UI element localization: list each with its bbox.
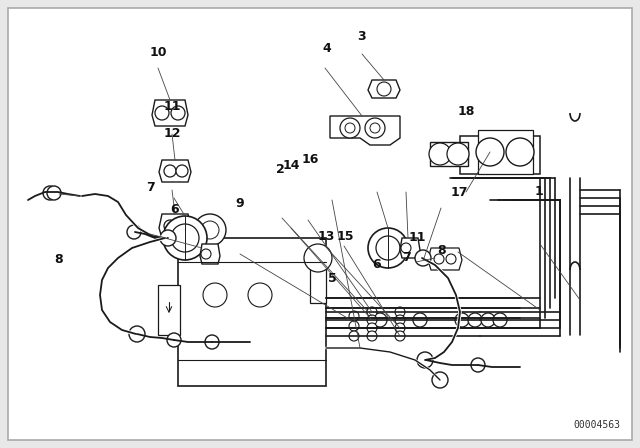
Circle shape (194, 214, 226, 246)
Circle shape (370, 123, 380, 133)
Circle shape (434, 254, 444, 264)
Circle shape (164, 165, 176, 177)
Circle shape (455, 313, 469, 327)
Polygon shape (368, 80, 400, 98)
Circle shape (176, 220, 188, 232)
Text: 6: 6 (170, 203, 179, 216)
Circle shape (205, 335, 219, 349)
Circle shape (129, 326, 145, 342)
Text: 15: 15 (337, 230, 355, 243)
Circle shape (201, 221, 219, 239)
Polygon shape (428, 248, 462, 270)
Bar (158, 285, 180, 335)
Bar (178, 238, 326, 386)
Circle shape (367, 307, 377, 317)
Circle shape (415, 250, 431, 266)
Text: 4: 4 (322, 42, 331, 55)
Circle shape (127, 225, 141, 239)
Circle shape (377, 82, 391, 96)
Circle shape (155, 106, 169, 120)
Circle shape (349, 331, 359, 341)
Circle shape (304, 244, 332, 272)
Circle shape (446, 254, 456, 264)
Circle shape (373, 313, 387, 327)
Polygon shape (159, 160, 191, 182)
Circle shape (417, 352, 433, 368)
Circle shape (365, 118, 385, 138)
Circle shape (368, 228, 408, 268)
Circle shape (340, 118, 360, 138)
Circle shape (367, 315, 377, 325)
Circle shape (176, 165, 188, 177)
Circle shape (248, 283, 272, 307)
Circle shape (349, 311, 359, 321)
Text: 9: 9 (236, 197, 244, 211)
Polygon shape (152, 100, 188, 126)
Circle shape (201, 249, 211, 259)
Text: 00004563: 00004563 (573, 420, 620, 430)
Bar (310, 268, 326, 303)
Text: 2: 2 (276, 163, 285, 176)
Circle shape (203, 283, 227, 307)
Circle shape (167, 333, 181, 347)
Circle shape (471, 358, 485, 372)
Circle shape (43, 186, 57, 200)
Polygon shape (330, 116, 400, 145)
Text: 10: 10 (150, 46, 168, 60)
Text: 8: 8 (437, 244, 446, 258)
Text: 11: 11 (164, 100, 182, 113)
Text: 11: 11 (408, 231, 426, 244)
Text: 14: 14 (282, 159, 300, 172)
Circle shape (160, 230, 176, 246)
Circle shape (468, 313, 482, 327)
Circle shape (429, 143, 451, 165)
Circle shape (164, 220, 176, 232)
Text: 12: 12 (164, 127, 182, 140)
Circle shape (163, 216, 207, 260)
Circle shape (349, 321, 359, 331)
Bar (460, 136, 540, 174)
Circle shape (395, 331, 405, 341)
Text: 1: 1 (534, 185, 543, 198)
Text: 5: 5 (328, 272, 337, 285)
Circle shape (171, 106, 185, 120)
Text: 7: 7 (402, 251, 411, 264)
Polygon shape (200, 244, 220, 264)
Text: 17: 17 (451, 186, 468, 199)
Circle shape (506, 138, 534, 166)
Circle shape (47, 186, 61, 200)
Polygon shape (159, 214, 191, 238)
Text: 13: 13 (317, 230, 335, 243)
Circle shape (476, 138, 504, 166)
Circle shape (493, 313, 507, 327)
Polygon shape (400, 238, 420, 258)
Text: 16: 16 (301, 152, 319, 166)
Circle shape (413, 313, 427, 327)
Circle shape (367, 331, 377, 341)
Circle shape (481, 313, 495, 327)
Circle shape (395, 307, 405, 317)
Circle shape (376, 236, 400, 260)
Circle shape (171, 224, 199, 252)
Circle shape (395, 323, 405, 333)
Text: 6: 6 (372, 258, 381, 271)
Text: 3: 3 (357, 30, 366, 43)
Circle shape (395, 315, 405, 325)
Bar (478, 130, 533, 174)
Text: 7: 7 (146, 181, 155, 194)
Text: 8: 8 (54, 253, 63, 267)
Text: 18: 18 (457, 104, 475, 118)
Circle shape (345, 123, 355, 133)
Circle shape (432, 372, 448, 388)
Circle shape (401, 243, 411, 253)
Bar (430, 142, 468, 166)
Circle shape (447, 143, 469, 165)
Circle shape (367, 323, 377, 333)
